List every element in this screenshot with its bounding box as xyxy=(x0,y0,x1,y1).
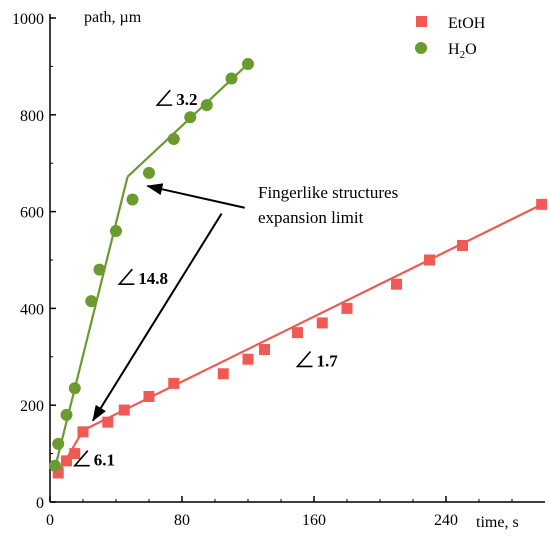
etoh-point xyxy=(391,278,402,290)
h2o-point xyxy=(52,437,65,450)
y-tick-label: 200 xyxy=(20,398,44,415)
etoh-point xyxy=(118,404,130,416)
legend-label-h2o: H2O xyxy=(448,41,477,61)
angle-icon xyxy=(72,450,90,467)
etoh-point xyxy=(341,302,353,314)
legend-label-etoh: EtOH xyxy=(448,15,486,32)
x-tick-label: 160 xyxy=(302,512,326,529)
x-tick-label: 80 xyxy=(174,512,190,529)
angle-icon xyxy=(295,350,313,368)
h2o-fit-line xyxy=(53,176,129,469)
etoh-point xyxy=(69,448,81,460)
h2o-point xyxy=(85,295,98,308)
etoh-point xyxy=(168,377,180,389)
etoh-point xyxy=(77,426,89,438)
h2o-point xyxy=(110,224,122,237)
x-tick-label: 0 xyxy=(46,512,54,529)
axes xyxy=(49,14,545,503)
angle-value: 14.8 xyxy=(138,269,168,288)
etoh-point xyxy=(143,390,155,402)
x-axis-label: time, s xyxy=(476,514,519,531)
etoh-point xyxy=(316,317,328,329)
h2o-point xyxy=(93,263,106,276)
etoh-point xyxy=(102,416,114,428)
annotation-arrows xyxy=(92,183,245,422)
y-ticks: 0 200 400 600 800 1000 xyxy=(12,11,56,512)
h2o-point xyxy=(60,408,73,421)
angle-icon xyxy=(155,89,173,106)
h2o-point xyxy=(184,111,197,124)
angle-annotations: 3.2 14.8 1.7 6.1 xyxy=(72,89,339,470)
note-line-2: expansion limit xyxy=(258,208,364,227)
etoh-point xyxy=(259,344,270,356)
etoh-point xyxy=(217,368,229,380)
etoh-point xyxy=(292,327,303,339)
y-tick-label: 0 xyxy=(36,495,44,512)
y-tick-label: 600 xyxy=(20,205,44,222)
angle-value: 3.2 xyxy=(176,90,197,109)
x-tick-label: 240 xyxy=(434,512,458,529)
note-line-1: Fingerlike structures xyxy=(258,183,398,202)
annotation-arrow xyxy=(146,183,245,209)
y-tick-label: 800 xyxy=(20,108,44,125)
etoh-point xyxy=(457,239,468,251)
y-axis-label: path, µm xyxy=(84,9,142,26)
etoh-point xyxy=(52,467,64,479)
h2o-point xyxy=(242,57,254,70)
y-tick-label: 1000 xyxy=(12,11,44,28)
annotation-arrow xyxy=(92,213,223,422)
legend: EtOH H2O xyxy=(415,15,486,61)
etoh-point xyxy=(536,198,548,210)
angle-value: 6.1 xyxy=(94,451,115,470)
x-ticks: 0 80 160 240 xyxy=(46,496,513,529)
h2o-point xyxy=(225,72,238,85)
y-tick-label: 400 xyxy=(20,301,44,318)
data-points xyxy=(48,57,548,479)
h2o-point xyxy=(167,133,180,145)
etoh-point xyxy=(242,353,254,365)
expansion-limit-annotation: Fingerlike structures expansion limit xyxy=(258,183,398,227)
h2o-point xyxy=(48,459,61,472)
legend-marker-etoh xyxy=(416,16,427,27)
angle-icon xyxy=(117,268,135,285)
legend-marker-h2o xyxy=(415,42,427,54)
h2o-point xyxy=(68,382,81,395)
etoh-point xyxy=(61,455,72,467)
angle-value: 1.7 xyxy=(317,351,339,370)
etoh-point xyxy=(424,254,435,266)
h2o-point xyxy=(143,166,155,179)
h2o-point xyxy=(200,99,213,112)
h2o-point xyxy=(126,193,139,206)
